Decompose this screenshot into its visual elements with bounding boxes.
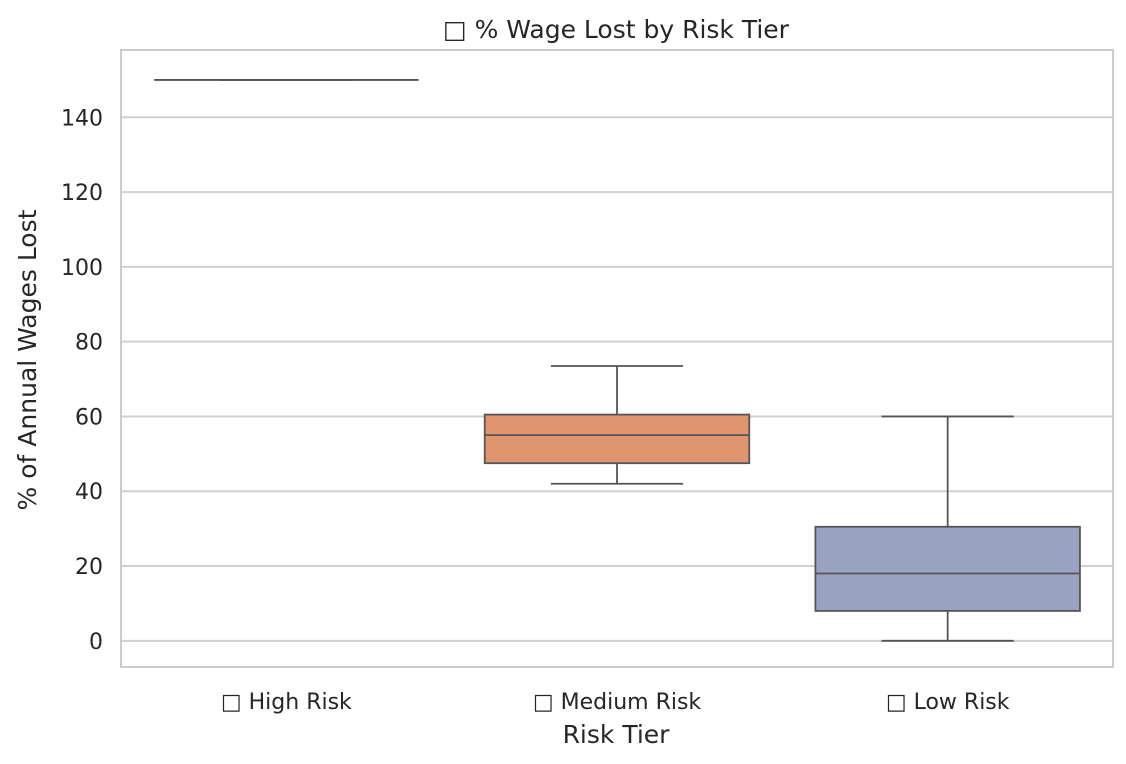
y-tick-label: 40 bbox=[75, 480, 103, 505]
y-tick-label: 80 bbox=[75, 331, 103, 356]
chart-title: □ % Wage Lost by Risk Tier bbox=[443, 15, 790, 44]
x-tick-label: □ High Risk bbox=[221, 690, 352, 715]
x-axis-ticks: □ High Risk □ Medium Risk □ Low Risk bbox=[221, 690, 1010, 715]
box-2 bbox=[814, 415, 1081, 642]
box-1 bbox=[483, 365, 751, 485]
y-tick-label: 140 bbox=[61, 106, 103, 131]
y-tick-label: 100 bbox=[61, 256, 103, 281]
y-axis-ticks: 0 20 40 60 80 100 120 140 bbox=[61, 106, 103, 655]
x-axis-title: Risk Tier bbox=[563, 720, 671, 749]
iqr-box bbox=[814, 525, 1081, 612]
iqr-box bbox=[483, 413, 751, 465]
y-tick-label: 20 bbox=[75, 555, 103, 580]
x-tick-label: □ Low Risk bbox=[886, 690, 1010, 715]
grid-lines bbox=[121, 116, 1113, 642]
y-tick-label: 120 bbox=[61, 181, 103, 206]
plot-frame bbox=[120, 49, 1114, 668]
box-series bbox=[154, 79, 1081, 642]
y-tick-label: 60 bbox=[75, 405, 103, 430]
y-tick-label: 0 bbox=[89, 630, 103, 655]
x-tick-label: □ Medium Risk bbox=[533, 690, 702, 715]
y-axis-title: % of Annual Wages Lost bbox=[13, 209, 42, 510]
